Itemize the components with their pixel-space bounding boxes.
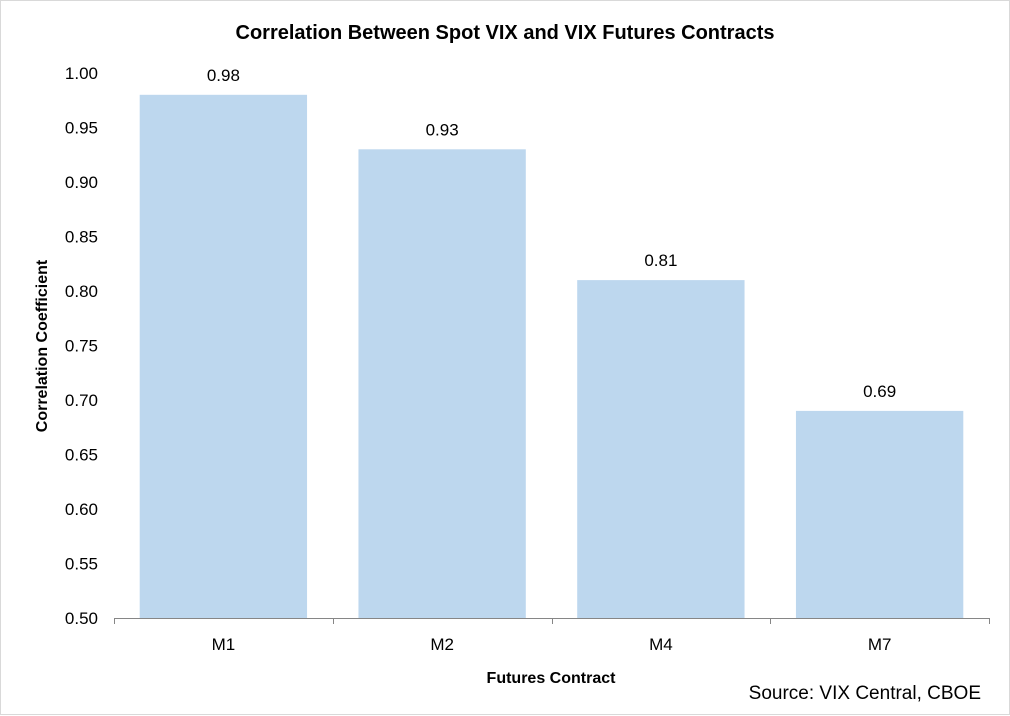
x-axis-ticks: M1 M2 M4 M7: [114, 618, 990, 654]
y-tick-label: 0.55: [65, 555, 98, 574]
y-tick-label: 0.70: [65, 391, 98, 410]
bar-m1: [139, 94, 308, 619]
chart-title: Correlation Between Spot VIX and VIX Fut…: [236, 22, 775, 44]
y-tick-label: 0.75: [65, 337, 98, 356]
x-tick-label: M2: [430, 635, 454, 654]
y-tick-label: 1.00: [65, 64, 98, 83]
bar-m2: [358, 149, 526, 619]
y-tick-label: 0.80: [65, 282, 98, 301]
x-axis-title: Futures Contract: [487, 670, 617, 687]
source-note: Source: VIX Central, CBOE: [749, 683, 981, 704]
y-tick-label: 0.60: [65, 500, 98, 519]
data-label: 0.98: [207, 66, 240, 85]
y-tick-label: 0.95: [65, 119, 98, 138]
x-tick-label: M4: [649, 635, 673, 654]
y-axis-title: Correlation Coefficient: [34, 259, 51, 432]
data-labels: 0.98 0.93 0.81 0.69: [207, 66, 896, 401]
bar-m4: [577, 280, 745, 618]
y-tick-label: 0.85: [65, 228, 98, 247]
data-label: 0.69: [863, 382, 896, 401]
bar-m7: [795, 410, 964, 618]
y-tick-label: 0.50: [65, 609, 98, 628]
y-tick-label: 0.90: [65, 173, 98, 192]
data-label: 0.93: [426, 120, 459, 139]
y-axis-ticks: 0.50 0.55 0.60 0.65 0.70 0.75 0.80 0.85 0.90 0.95…: [65, 64, 98, 628]
bars: [139, 94, 964, 619]
data-label: 0.81: [644, 251, 677, 270]
x-tick-label: M1: [212, 635, 236, 654]
x-tick-label: M7: [868, 635, 892, 654]
y-tick-label: 0.65: [65, 446, 98, 465]
